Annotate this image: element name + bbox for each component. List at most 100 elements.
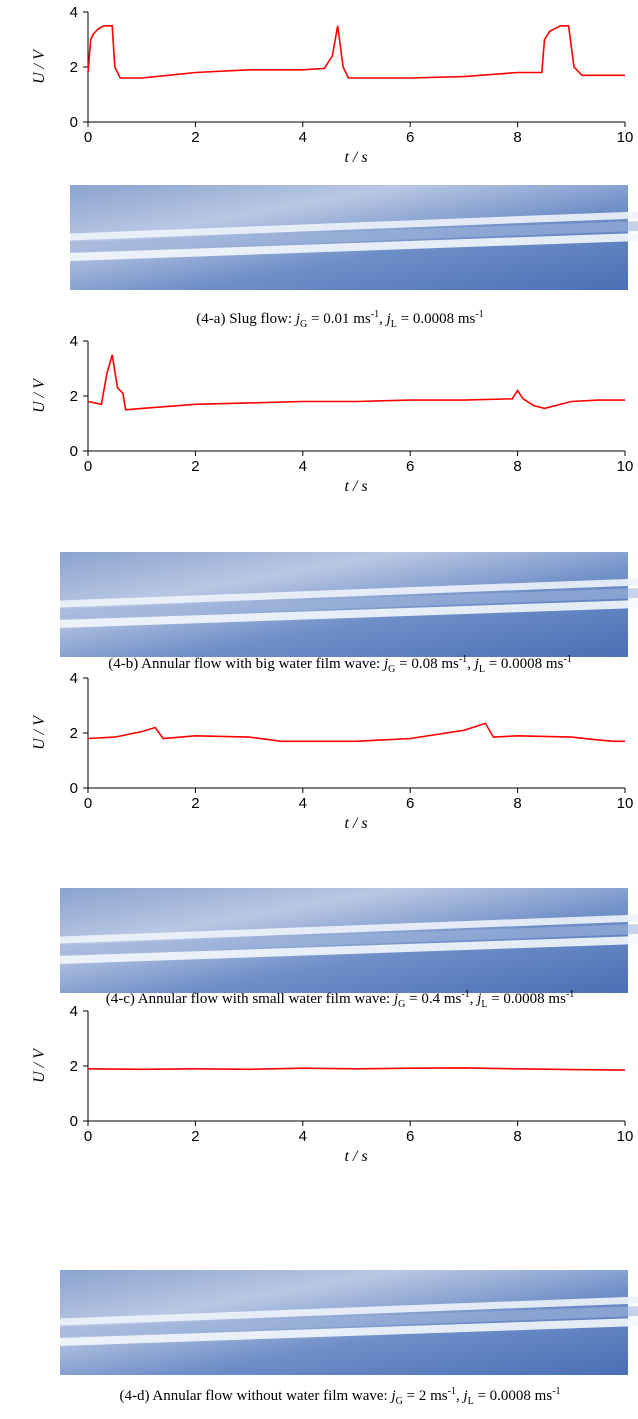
x-tick-label: 6	[406, 1128, 414, 1145]
caption-part: = 0.4 ms	[405, 991, 461, 1007]
caption-part: j	[294, 311, 300, 327]
caption-part: j	[385, 311, 391, 327]
x-tick-label: 10	[617, 129, 634, 146]
y-tick-label: 2	[70, 388, 78, 405]
x-tick-label: 6	[406, 129, 414, 146]
caption-part: -1	[563, 654, 571, 665]
y-axis-title: U / V	[31, 377, 48, 413]
caption-part: j	[461, 1388, 467, 1404]
tube-wall	[69, 233, 638, 261]
caption-part: -1	[371, 309, 379, 320]
x-tick-label: 2	[191, 458, 199, 475]
x-tick-label: 0	[84, 1128, 92, 1145]
flow-photo	[59, 888, 638, 993]
y-tick-label: 2	[70, 59, 78, 76]
caption-part: = 0.0008 ms	[485, 656, 564, 672]
caption-part: (4-a) Slug flow:	[196, 311, 296, 327]
caption-part: ,	[379, 311, 387, 327]
caption-part: = 0.08 ms	[395, 656, 459, 672]
caption-part: j	[473, 656, 479, 672]
y-tick-label: 4	[70, 670, 78, 687]
caption-part: -1	[459, 654, 467, 665]
caption-part: -1	[461, 989, 469, 1000]
x-tick-label: 6	[406, 458, 414, 475]
x-tick-label: 4	[299, 458, 307, 475]
y-tick-label: 4	[70, 333, 78, 350]
x-tick-label: 0	[84, 458, 92, 475]
caption-part: -1	[448, 1386, 456, 1397]
caption-part: = 0.0008 ms	[474, 1388, 553, 1404]
caption-part: = 0.0008 ms	[397, 311, 476, 327]
x-axis-title: t / s	[344, 1148, 367, 1165]
caption: (4-d) Annular flow without water film wa…	[119, 1386, 560, 1407]
caption-part: = 0.0008 ms	[487, 991, 566, 1007]
caption-part: (4-b) Annular flow with big water film w…	[108, 656, 384, 672]
tube-core	[59, 924, 638, 955]
caption-part: (4-c) Annular flow with small water film…	[106, 991, 394, 1007]
tube-core	[59, 588, 638, 619]
caption-part: ,	[470, 991, 478, 1007]
caption-part: -1	[552, 1386, 560, 1397]
caption-part: ,	[467, 656, 475, 672]
y-axis-title: U / V	[31, 714, 48, 750]
y-tick-label: 0	[70, 114, 78, 131]
caption-part: G	[398, 999, 405, 1010]
x-tick-label: 10	[617, 458, 634, 475]
x-tick-label: 10	[617, 1128, 634, 1145]
caption-part: L	[391, 319, 397, 330]
caption-part: j	[389, 1388, 395, 1404]
caption-part: G	[396, 1396, 403, 1407]
x-tick-label: 4	[299, 129, 307, 146]
tube-core	[69, 221, 638, 252]
flow-photo	[69, 185, 638, 290]
flow-photo	[59, 1270, 638, 1375]
x-tick-label: 8	[513, 458, 521, 475]
caption-part: -1	[475, 309, 483, 320]
caption: (4-b) Annular flow with big water film w…	[108, 654, 572, 675]
x-axis-title: t / s	[344, 815, 367, 832]
tube-wall	[59, 936, 638, 964]
signal-line	[87, 722, 625, 743]
caption: (4-a) Slug flow: jG = 0.01 ms-1, jL = 0.…	[196, 309, 483, 330]
y-tick-label: 4	[70, 4, 78, 21]
x-axis-title: t / s	[344, 478, 367, 495]
x-tick-label: 2	[191, 795, 199, 812]
tube-wall	[59, 914, 638, 944]
tube-wall	[59, 1296, 638, 1326]
x-tick-label: 8	[513, 1128, 521, 1145]
caption-part: j	[392, 991, 398, 1007]
flow-photo	[59, 552, 638, 657]
signal-line	[87, 25, 625, 79]
x-tick-label: 10	[617, 795, 634, 812]
caption-part: G	[300, 319, 307, 330]
signal-line	[87, 354, 625, 411]
caption-part: j	[382, 656, 388, 672]
y-axis-title: U / V	[31, 48, 48, 84]
x-axis-title: t / s	[344, 149, 367, 166]
caption-part: -1	[566, 989, 574, 1000]
y-tick-label: 0	[70, 1113, 78, 1130]
caption-part: L	[468, 1396, 474, 1407]
tube-core	[59, 1306, 638, 1337]
x-tick-label: 4	[299, 1128, 307, 1145]
y-tick-label: 2	[70, 1058, 78, 1075]
x-tick-label: 8	[513, 129, 521, 146]
caption-part: (4-d) Annular flow without water film wa…	[119, 1388, 391, 1404]
caption-part: L	[479, 664, 485, 675]
caption-part: G	[388, 664, 395, 675]
x-tick-label: 6	[406, 795, 414, 812]
y-tick-label: 0	[70, 780, 78, 797]
caption-part: ,	[456, 1388, 464, 1404]
y-tick-label: 2	[70, 725, 78, 742]
signal-line	[87, 1067, 626, 1071]
caption-part: j	[475, 991, 481, 1007]
y-axis-title: U / V	[31, 1047, 48, 1083]
tube-wall	[59, 600, 638, 628]
y-tick-label: 4	[70, 1003, 78, 1020]
tube-wall	[69, 211, 638, 241]
caption-part: = 0.01 ms	[307, 311, 371, 327]
caption-part: L	[481, 999, 487, 1010]
tube-wall	[59, 1318, 638, 1346]
